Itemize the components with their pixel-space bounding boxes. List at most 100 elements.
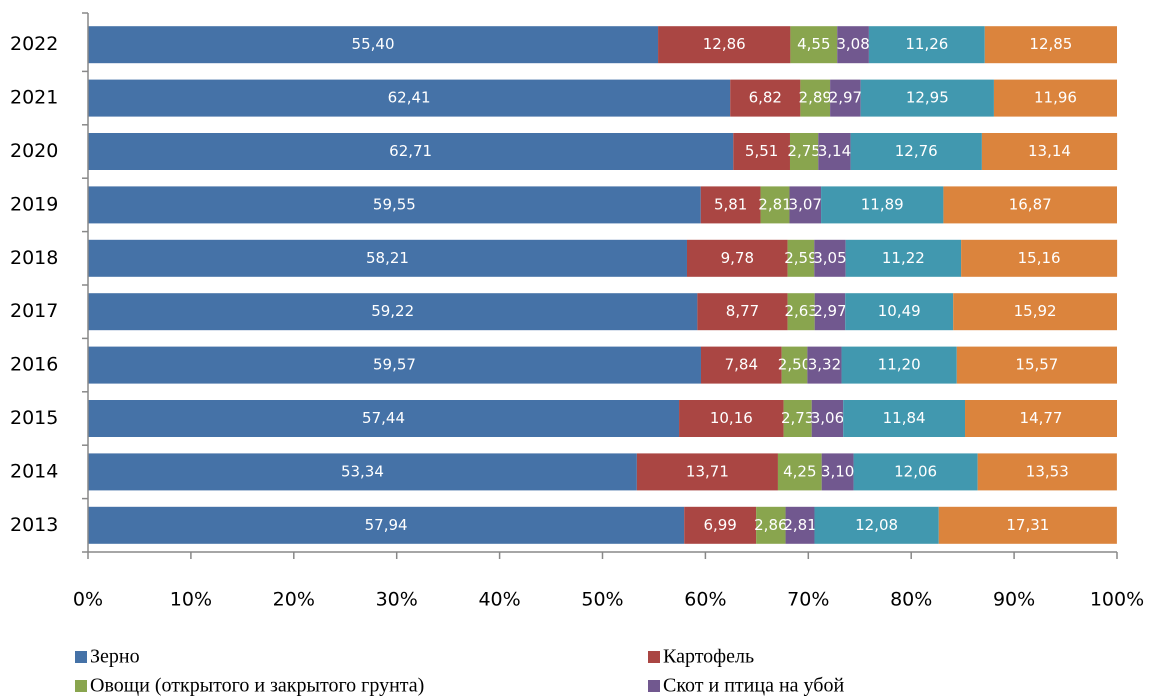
value-label: 16,87 <box>1009 195 1052 213</box>
y-tick-label: 2014 <box>10 460 58 482</box>
bar-segment <box>658 26 791 64</box>
bar-segment <box>636 453 778 491</box>
bar-segment <box>977 453 1117 491</box>
y-tick-label: 2020 <box>10 140 58 162</box>
bar-segment <box>814 506 939 544</box>
bar-segment <box>697 293 788 331</box>
bar-segment <box>807 346 842 384</box>
x-tick-label: 30% <box>376 589 418 611</box>
bar-segment <box>965 400 1117 437</box>
bar-segment <box>88 133 734 170</box>
value-label: 59,57 <box>373 356 416 374</box>
value-label: 11,26 <box>905 35 948 53</box>
bar-segment <box>938 506 1117 544</box>
value-label: 12,76 <box>895 142 938 160</box>
x-tick-label: 10% <box>170 589 212 611</box>
bar-segment <box>787 239 815 277</box>
bar-segment <box>733 133 790 170</box>
y-tick-label: 2013 <box>10 514 58 536</box>
value-label: 3,32 <box>808 356 841 374</box>
value-label: 7,84 <box>725 356 758 374</box>
bar-segment <box>956 346 1117 384</box>
value-label: 55,40 <box>352 35 395 53</box>
bar-segment <box>830 79 861 117</box>
value-label: 13,71 <box>686 462 729 480</box>
bar-segment <box>981 133 1118 170</box>
value-label: 5,81 <box>714 195 747 213</box>
value-label: 5,51 <box>745 142 778 160</box>
value-label: 4,55 <box>797 35 830 53</box>
x-tick-label: 50% <box>581 589 623 611</box>
bar-segment <box>984 26 1117 64</box>
value-label: 53,34 <box>341 462 384 480</box>
value-label: 13,14 <box>1028 142 1071 160</box>
bar-segment <box>868 26 985 64</box>
value-label: 11,20 <box>878 356 921 374</box>
value-label: 2,97 <box>813 302 846 320</box>
y-tick-label: 2021 <box>10 87 58 109</box>
bar-segment <box>730 79 801 117</box>
value-label: 62,41 <box>388 89 431 107</box>
bar-segment <box>684 506 757 544</box>
bar-segment <box>821 186 944 224</box>
bar-segment <box>787 293 815 331</box>
value-label: 9,78 <box>721 249 754 267</box>
value-label: 2,73 <box>781 409 814 427</box>
value-label: 6,82 <box>749 89 782 107</box>
bar-segment <box>943 186 1117 224</box>
bar-segment <box>814 239 846 277</box>
bar-segment <box>837 26 869 64</box>
bar-segment <box>800 79 831 117</box>
bar-segment <box>785 506 815 544</box>
value-label: 12,86 <box>703 35 746 53</box>
value-label: 59,22 <box>371 302 414 320</box>
value-label: 2,59 <box>784 249 817 267</box>
y-tick-label: 2022 <box>10 33 58 55</box>
x-tick-label: 0% <box>73 589 103 611</box>
legend-swatch <box>648 680 660 692</box>
legend-label: Зерно <box>90 646 140 668</box>
x-tick-label: 40% <box>478 589 520 611</box>
value-label: 11,22 <box>882 249 925 267</box>
bar-segment <box>88 79 731 117</box>
legend-swatch <box>75 651 87 663</box>
bar-segment <box>821 453 854 491</box>
bar-segment <box>818 133 851 170</box>
value-label: 58,21 <box>366 249 409 267</box>
y-tick-label: 2017 <box>10 300 58 322</box>
y-tick-label: 2015 <box>10 407 58 429</box>
value-label: 3,14 <box>818 142 851 160</box>
x-tick-label: 60% <box>684 589 726 611</box>
bar-segment <box>789 186 822 224</box>
value-label: 2,89 <box>799 89 832 107</box>
value-label: 17,31 <box>1006 516 1049 534</box>
value-label: 11,84 <box>883 409 926 427</box>
value-label: 3,05 <box>813 249 846 267</box>
value-label: 15,92 <box>1014 302 1057 320</box>
value-label: 13,53 <box>1026 462 1069 480</box>
bar-segment <box>88 26 659 64</box>
value-label: 8,77 <box>726 302 759 320</box>
value-label: 12,85 <box>1029 35 1072 53</box>
x-tick-label: 70% <box>787 589 829 611</box>
bar-segment <box>953 293 1117 331</box>
value-label: 2,50 <box>778 356 811 374</box>
legend-swatch <box>648 651 660 663</box>
value-label: 11,89 <box>861 195 904 213</box>
value-label: 10,16 <box>710 409 753 427</box>
bar-segment <box>860 79 994 117</box>
value-label: 2,86 <box>754 516 787 534</box>
bar-segment <box>845 239 962 277</box>
value-label: 12,06 <box>894 462 937 480</box>
bar-segment <box>790 26 838 64</box>
value-label: 2,81 <box>758 195 791 213</box>
bar-segment <box>850 133 982 170</box>
value-label: 59,55 <box>373 195 416 213</box>
bar-segment <box>777 453 822 491</box>
bar-segment <box>845 293 954 331</box>
x-tick-label: 20% <box>273 589 315 611</box>
value-label: 2,81 <box>783 516 816 534</box>
bar-segment <box>88 400 680 437</box>
bar-segment <box>700 346 782 384</box>
